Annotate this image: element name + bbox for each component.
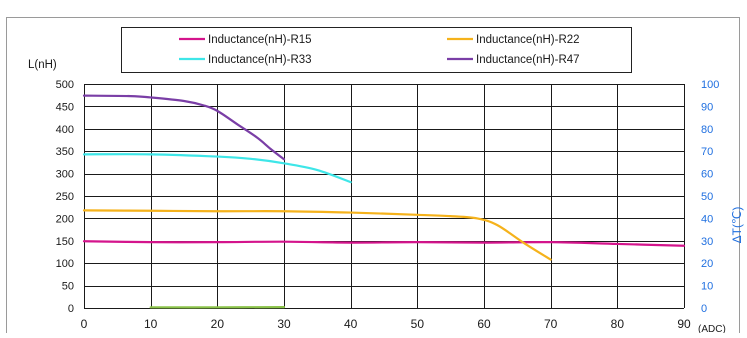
y2-tick-label: 40 [701,213,713,225]
x-tick-label: 30 [277,317,291,331]
y2-tick-label: 20 [701,258,713,270]
legend: Inductance(nH)-R15 Inductance(nH)-R22 Indu… [122,28,632,73]
legend-label: Inductance(nH)-R15 [208,34,312,46]
x-tick-label: 10 [144,317,158,331]
y-axis-title: L(nH) [28,59,57,71]
y-tick-label: 50 [62,281,74,293]
y-tick-label: 350 [56,146,74,158]
x-tick-label: 60 [477,317,491,331]
y-tick-label: 150 [56,236,74,248]
x-tick-label: 80 [611,317,625,331]
x-tick-label: 90 [677,317,691,331]
y-tick-label: 250 [56,191,74,203]
y2-tick-label: 50 [701,191,713,203]
y2-tick-label: 60 [701,169,713,181]
y2-tick-label: 90 [701,101,713,113]
y2-tick-label: 80 [701,124,713,136]
y-tick-label: 400 [56,124,74,136]
y2-tick-label: 100 [701,79,719,91]
legend-label: Inductance(nH)-R33 [208,54,312,66]
legend-label: Inductance(nH)-R47 [476,54,580,66]
y-tick-label: 500 [56,79,74,91]
y-tick-label: 200 [56,213,74,225]
legend-label: Inductance(nH)-R22 [476,34,580,46]
y-tick-label: 300 [56,169,74,181]
x-tick-label: 20 [211,317,225,331]
x-tick-label: 40 [344,317,358,331]
y2-tick-label: 30 [701,236,713,248]
y-tick-label: 0 [68,303,74,315]
x-tick-label: 0 [81,317,88,331]
x-axis-unit: (ADC) [698,324,726,333]
y-tick-label: 100 [56,258,74,270]
y2-tick-label: 0 [701,303,707,315]
y2-tick-label: 70 [701,146,713,158]
y2-axis-title: ΔT(℃) [730,207,744,244]
x-tick-label: 70 [544,317,558,331]
y2-tick-label: 10 [701,281,713,293]
x-tick-label: 50 [411,317,425,331]
y-tick-label: 450 [56,101,74,113]
